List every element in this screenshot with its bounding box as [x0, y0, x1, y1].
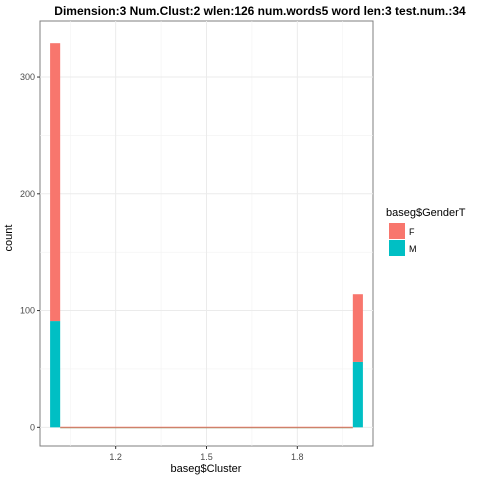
chart-title: Dimension:3 Num.Clust:2 wlen:126 num.wor…: [54, 4, 466, 18]
y-tick-label: 0: [30, 422, 35, 432]
bar-M-1: [50, 321, 61, 428]
y-tick-label: 100: [20, 306, 35, 316]
y-tick-label: 300: [20, 72, 35, 82]
legend: baseg$GenderT FM: [386, 207, 466, 256]
x-axis: 1.2 1.5 1.8: [109, 446, 304, 462]
y-tick-label: 200: [20, 189, 35, 199]
y-axis: 0 100 200 300: [20, 72, 40, 432]
grid-lines: [40, 21, 373, 446]
bar-F-1: [50, 43, 61, 322]
x-tick-label: 1.8: [291, 452, 304, 462]
legend-key-M: [389, 240, 405, 256]
y-axis-title: count: [3, 225, 15, 252]
legend-label-M: M: [409, 244, 417, 254]
legend-key-F: [389, 223, 405, 239]
x-axis-title: baseg$Cluster: [171, 463, 242, 475]
bar-M-2: [352, 361, 363, 428]
legend-title: baseg$GenderT: [386, 207, 466, 219]
bar-group: [50, 43, 363, 429]
x-tick-label: 1.5: [200, 452, 213, 462]
bar-F-2: [352, 294, 363, 362]
x-tick-label: 1.2: [109, 452, 122, 462]
legend-label-F: F: [409, 227, 415, 237]
